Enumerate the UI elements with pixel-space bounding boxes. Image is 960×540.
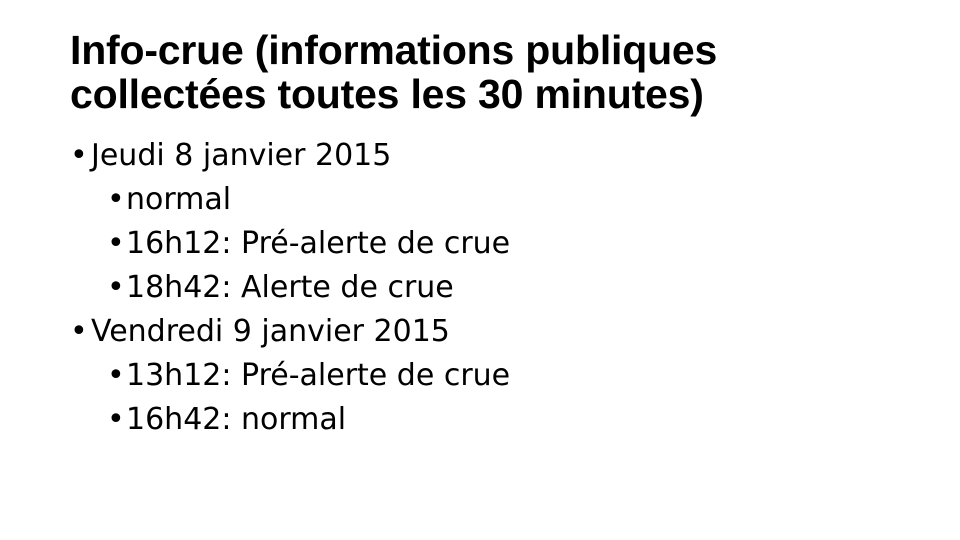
bullet-icon: • <box>70 138 88 173</box>
list-item-label: 16h42: normal <box>126 402 347 437</box>
bullet-icon: • <box>70 314 88 349</box>
list-item-label: 13h12: Pré-alerte de crue <box>126 358 511 393</box>
list-item-label: normal <box>126 182 232 217</box>
bullet-icon: • <box>107 182 125 217</box>
list-item: • normal <box>70 185 900 229</box>
page-title: Info-crue (informations publiques collec… <box>70 27 718 117</box>
bullet-icon: • <box>107 270 125 305</box>
list-item: • 16h12: Pré-alerte de crue <box>70 229 900 273</box>
list-item-label: 16h12: Pré-alerte de crue <box>126 226 511 261</box>
list-item-label: Vendredi 9 janvier 2015 <box>91 314 450 349</box>
slide-title-placeholder: Info-crue (informations publiques collec… <box>70 28 890 116</box>
bullet-icon: • <box>107 402 125 437</box>
list-item: • Vendredi 9 janvier 2015 <box>70 317 900 361</box>
bullet-icon: • <box>107 226 125 261</box>
list-item: • 18h42: Alerte de crue <box>70 273 900 317</box>
slide-body-placeholder: • Jeudi 8 janvier 2015 • normal • 16h12:… <box>70 141 900 449</box>
list-item-label: Jeudi 8 janvier 2015 <box>91 138 392 173</box>
list-item-label: 18h42: Alerte de crue <box>126 270 454 305</box>
list-item: • 13h12: Pré-alerte de crue <box>70 361 900 405</box>
bullet-icon: • <box>107 358 125 393</box>
list-item: • Jeudi 8 janvier 2015 <box>70 141 900 185</box>
list-item: • 16h42: normal <box>70 405 900 449</box>
